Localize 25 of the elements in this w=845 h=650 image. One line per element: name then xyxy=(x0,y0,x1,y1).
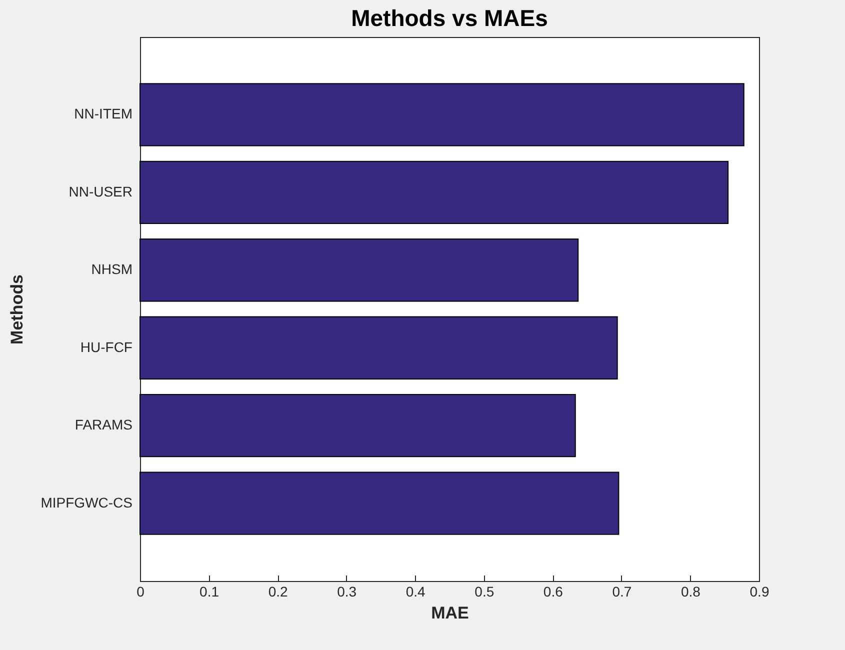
x-tick-label: 0.9 xyxy=(750,584,770,600)
x-tick-label: 0 xyxy=(136,584,145,600)
y-axis-title: Methods xyxy=(8,274,27,344)
y-tick-label: NHSM xyxy=(91,261,132,278)
x-tick-label: 0.1 xyxy=(200,584,220,600)
bar xyxy=(140,394,576,458)
bar xyxy=(140,83,744,146)
bar xyxy=(140,160,729,224)
x-tick-label: 0.8 xyxy=(680,584,701,600)
x-tick-label: 0.6 xyxy=(543,584,564,600)
y-tick-label: NN-ITEM xyxy=(74,106,132,122)
x-tick-label: 0.4 xyxy=(406,584,426,600)
x-axis-title: MAE xyxy=(431,604,469,622)
bar xyxy=(140,472,620,535)
y-tick-label: HU-FCF xyxy=(80,338,132,355)
y-tick-label: NN-USER xyxy=(68,183,132,200)
chart-title: Methods vs MAEs xyxy=(351,5,548,31)
x-tick-label: 0.3 xyxy=(337,584,357,600)
bar xyxy=(140,316,618,380)
bar xyxy=(140,238,579,302)
y-tick-label: FARAMS xyxy=(74,416,132,433)
y-tick-label: MIPFGWC-CS xyxy=(40,494,132,510)
x-tick-label: 0.7 xyxy=(612,584,632,600)
x-tick-label: 0.2 xyxy=(268,584,288,600)
x-tick-label: 0.5 xyxy=(474,584,494,600)
